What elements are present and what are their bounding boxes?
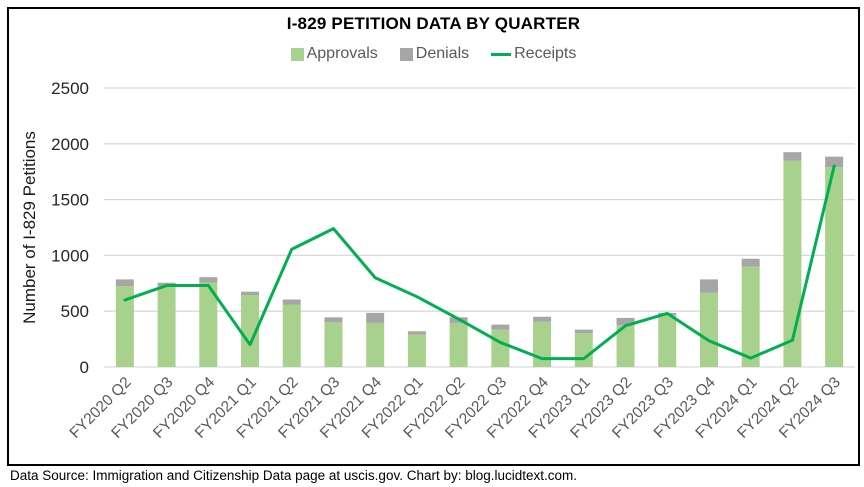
- y-tick-label: 1500: [51, 191, 89, 210]
- source-attribution: Data Source: Immigration and Citizenship…: [10, 468, 578, 483]
- chart-frame: 0 500 1000 1500 2000 2500 FY2020 Q2 FY2020 Q3 FY…: [7, 7, 860, 466]
- bar-approvals: [825, 167, 844, 367]
- legend-item-approvals: Approvals: [290, 45, 378, 63]
- legend-square-swatch: [399, 47, 413, 61]
- y-tick-label: 2500: [51, 79, 89, 98]
- bar-approvals: [324, 322, 343, 367]
- bar-denials: [282, 299, 301, 305]
- legend-label: Receipts: [514, 45, 577, 62]
- bar-approvals: [658, 315, 677, 367]
- bar-denials: [491, 324, 510, 330]
- bar-denials: [407, 331, 426, 335]
- bar-approvals: [407, 334, 426, 367]
- bar-approvals: [366, 322, 385, 367]
- chart-title: I-829 PETITION DATA BY QUARTER: [286, 14, 581, 33]
- legend-item-receipts: Receipts: [491, 45, 576, 63]
- chart-legend: Approvals Denials Receipts: [9, 45, 858, 63]
- bar-denials: [199, 277, 218, 283]
- bar-approvals: [449, 322, 468, 367]
- bar-approvals: [157, 286, 176, 367]
- legend-label: Approvals: [306, 45, 378, 62]
- bar-approvals: [533, 321, 552, 367]
- bar-denials: [741, 258, 760, 267]
- bar-denials: [699, 279, 718, 293]
- y-tick-label: 500: [61, 302, 89, 321]
- bar-approvals: [282, 304, 301, 367]
- bar-denials: [241, 291, 260, 296]
- y-tick-label: 0: [80, 358, 89, 377]
- legend-item-denials: Denials: [399, 45, 470, 63]
- bar-approvals: [241, 295, 260, 367]
- bar-denials: [533, 316, 552, 322]
- bar-denials: [783, 152, 802, 161]
- bar-approvals: [574, 332, 593, 367]
- bar-approvals: [741, 266, 760, 367]
- bar-denials: [115, 279, 134, 287]
- bar-denials: [574, 329, 593, 333]
- bar-denials: [366, 312, 385, 323]
- y-axis-title: Number of I-829 Petitions: [20, 131, 39, 324]
- y-tick-label: 1000: [51, 246, 89, 265]
- bar-approvals: [115, 286, 134, 367]
- legend-line-swatch: [491, 52, 512, 56]
- bar-denials: [616, 317, 635, 326]
- bar-approvals: [699, 292, 718, 367]
- bar-approvals: [616, 325, 635, 367]
- bar-approvals: [491, 329, 510, 367]
- y-tick-label: 2000: [51, 135, 89, 154]
- legend-label: Denials: [415, 45, 470, 62]
- legend-square-swatch: [290, 47, 304, 61]
- receipts-line: [123, 164, 836, 361]
- bar-approvals: [199, 282, 218, 367]
- bar-denials: [825, 156, 844, 168]
- bar-denials: [324, 317, 343, 323]
